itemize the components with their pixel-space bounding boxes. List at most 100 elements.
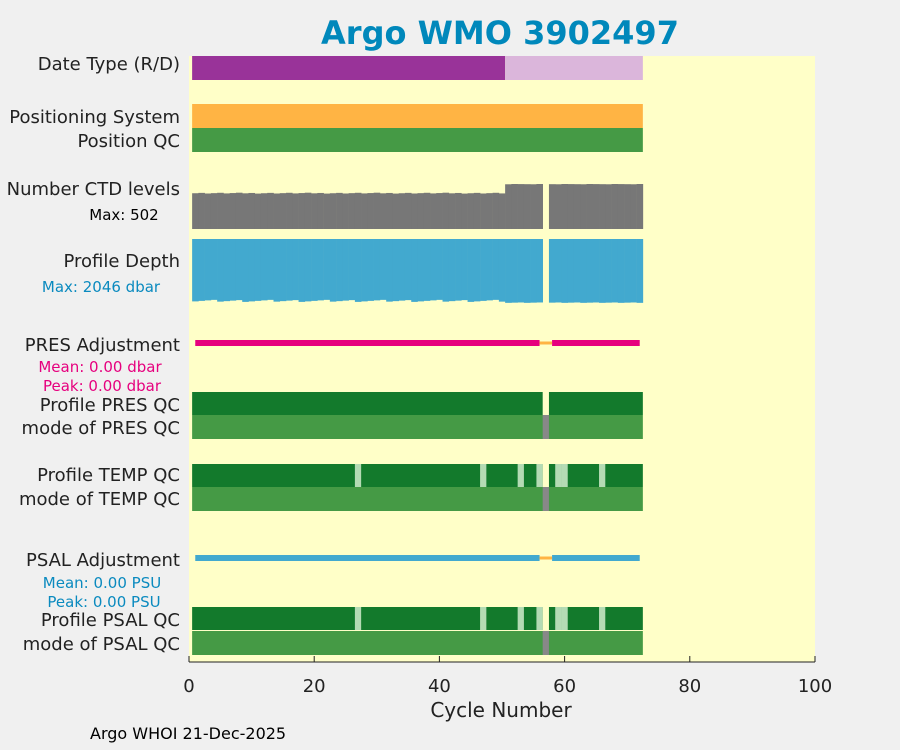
profile-depth-bar xyxy=(517,239,525,303)
x-axis-label: Cycle Number xyxy=(430,698,572,722)
pres-peak-note: Peak: 0.00 dbar xyxy=(43,377,162,395)
ctd-levels-bar xyxy=(323,193,331,229)
ctd-levels-bar xyxy=(192,193,199,229)
profile-psal-qc-light-cycle xyxy=(354,607,362,630)
profile-depth-bar xyxy=(492,239,500,300)
profile-depth-bar xyxy=(498,239,506,302)
profile-depth-bar xyxy=(411,239,418,302)
ctd-levels-bar xyxy=(486,193,493,229)
profile-depth-bar xyxy=(279,239,287,302)
mode-psal-qc-missing xyxy=(542,631,549,655)
profile-depth-bar xyxy=(210,239,218,300)
profile-psal-qc-light-cycle xyxy=(517,607,524,630)
ctd-levels-bar xyxy=(561,184,569,229)
ctd-levels-bar xyxy=(329,193,337,229)
ctd-levels-bar xyxy=(624,184,631,229)
profile-depth-bar xyxy=(354,239,362,302)
profile-depth-bar xyxy=(192,239,199,302)
profile-depth-bar xyxy=(448,239,456,302)
profile-depth-bar xyxy=(555,239,562,303)
ctd-levels-bar xyxy=(580,184,587,229)
row-label-date_type: Date Type (R/D) xyxy=(38,54,180,75)
chart-title: Argo WMO 3902497 xyxy=(321,14,679,52)
date-type-delayed-bar xyxy=(505,56,643,80)
profile-depth-bar xyxy=(267,239,274,300)
x-tick-label: 80 xyxy=(678,676,701,697)
ctd-levels-bar xyxy=(342,193,349,229)
ctd-levels-bar xyxy=(536,184,543,229)
ctd-levels-bar xyxy=(210,193,218,229)
ctd-levels-bar xyxy=(630,184,637,229)
pres-mean-note: Mean: 0.00 dbar xyxy=(38,358,162,376)
profile-depth-bar xyxy=(329,239,337,302)
ctd-levels-bar xyxy=(473,192,481,229)
ctd-levels-bar xyxy=(530,184,537,229)
ctd-levels-bar xyxy=(354,192,362,229)
ctd-levels-bar xyxy=(292,193,299,229)
ctd-levels-bar xyxy=(267,192,274,229)
ctd-levels-bar xyxy=(298,193,306,229)
profile-depth-bar xyxy=(398,239,406,301)
profile-depth-bar xyxy=(523,239,531,303)
profile-temp-qc-light-cycle xyxy=(536,464,543,487)
profile-temp-qc-light-cycle xyxy=(561,464,568,487)
ctd-levels-bar xyxy=(223,193,230,229)
ctd-levels-bar xyxy=(260,193,268,229)
ctd-levels-bar xyxy=(636,184,644,229)
ctd-levels-bar xyxy=(304,192,312,229)
ctd-levels-bar xyxy=(455,192,462,229)
profile-depth-bar xyxy=(611,239,619,303)
ctd-levels-bar xyxy=(480,193,487,229)
profile-depth-bar xyxy=(336,239,343,302)
profile-depth-bar xyxy=(286,239,293,301)
row-label-psal_adj: PSAL Adjustment xyxy=(26,550,180,571)
profile-depth-bar xyxy=(198,239,205,301)
profile-depth-bar xyxy=(461,239,468,301)
profile-depth-bar xyxy=(586,239,594,303)
ctd-levels-bar xyxy=(379,193,387,229)
profile-psal-qc-bar xyxy=(192,607,643,630)
profile-depth-bar xyxy=(580,239,587,303)
row-label-profile_depth: Profile Depth xyxy=(63,251,180,272)
ctd-levels-bar xyxy=(467,193,475,229)
ctd-levels-bar xyxy=(273,193,281,229)
profile-depth-bar xyxy=(599,239,606,303)
ctd-levels-bar xyxy=(517,184,525,229)
pres-adjustment-segment-2 xyxy=(552,340,640,346)
ctd-levels-bar xyxy=(586,184,594,229)
profile-psal-qc-light-cycle xyxy=(561,607,568,630)
depth-max-note: Max: 2046 dbar xyxy=(42,278,161,296)
ctd-levels-bar xyxy=(548,184,556,229)
ctd-levels-bar xyxy=(617,184,625,229)
x-tick-label: 20 xyxy=(303,676,326,697)
profile-depth-bar xyxy=(311,239,318,301)
profile-depth-bar xyxy=(361,239,368,302)
profile-depth-bar xyxy=(548,239,556,303)
profile-temp-qc-light-cycle xyxy=(480,464,487,487)
profile-depth-bar xyxy=(348,239,356,301)
ctd-levels-bar xyxy=(311,193,318,229)
ctd-levels-bar xyxy=(498,193,506,229)
x-tick-label: 0 xyxy=(183,676,194,697)
ctd-levels-bar xyxy=(404,192,412,229)
ctd-levels-bar xyxy=(511,184,518,229)
pres-adjustment-gap xyxy=(539,341,553,345)
profile-depth-bar xyxy=(430,239,437,301)
x-tick-label: 40 xyxy=(428,676,451,697)
ctd-levels-bar xyxy=(461,193,468,229)
ctd-levels-bar xyxy=(442,192,450,229)
profile-depth-bar xyxy=(217,239,224,302)
profile-depth-bar xyxy=(404,239,412,301)
ctd-levels-bar xyxy=(373,192,381,229)
row-label-mode_psal_qc: mode of PSAL QC xyxy=(23,634,180,655)
profile-depth-bar xyxy=(392,239,400,302)
profile-pres-qc-bar xyxy=(192,392,643,415)
profile-depth-bar xyxy=(511,239,518,303)
profile-depth-bar xyxy=(248,239,256,302)
date-type-realtime-bar xyxy=(192,56,506,80)
pres-adjustment-segment-1 xyxy=(195,340,540,346)
row-label-ctd_levels: Number CTD levels xyxy=(7,179,180,200)
profile-depth-bar xyxy=(423,239,431,301)
profile-depth-bar xyxy=(260,239,268,301)
